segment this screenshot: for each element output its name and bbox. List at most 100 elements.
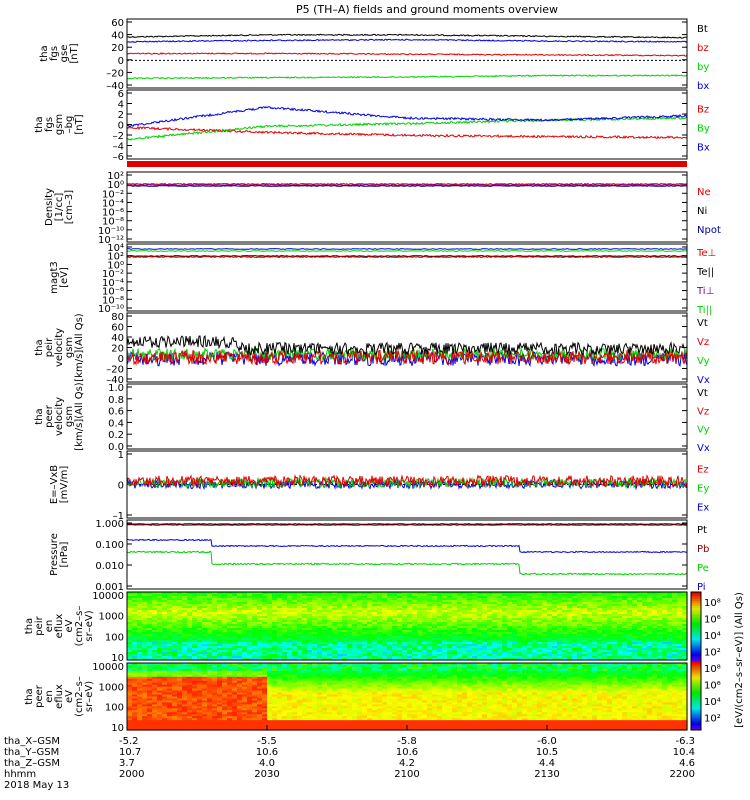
spectrogram-cell [437, 600, 443, 603]
spectrogram-cell [137, 620, 143, 623]
spectrogram-cell [342, 674, 348, 678]
spectrogram-cell [347, 638, 353, 641]
spectrogram-cell [472, 672, 478, 676]
spectrogram-cell [167, 676, 173, 680]
spectrogram-cell [622, 618, 628, 621]
spectrogram-cell [322, 648, 328, 651]
spectrogram-cell [467, 636, 473, 639]
spectrogram-cell [147, 664, 153, 668]
spectrogram-cell [362, 672, 368, 676]
spectrogram-cell [127, 676, 133, 680]
spectrogram-cell [532, 600, 538, 603]
spectrogram-cell [312, 606, 318, 609]
spectrogram-cell [242, 614, 248, 617]
spectrogram-cell [647, 634, 653, 637]
spectrogram-cell [492, 602, 498, 605]
spectrogram-cell [627, 648, 633, 651]
spectrogram-cell [572, 672, 578, 676]
spectrogram-cell [132, 594, 138, 597]
spectrogram-cell [287, 598, 293, 601]
spectrogram-cell [467, 650, 473, 653]
spectrogram-cell [297, 618, 303, 621]
spectrogram-cell [182, 602, 188, 605]
spectrogram-cell [602, 644, 608, 647]
spectrogram-cell [472, 634, 478, 637]
spectrogram-cell [257, 606, 263, 609]
spectrogram-cell [552, 674, 558, 678]
spectrogram-cell [182, 616, 188, 619]
spectrogram-cell [562, 592, 568, 595]
spectrogram-cell [532, 670, 538, 674]
spectrogram-cell [247, 663, 253, 666]
spectrogram-cell [682, 663, 688, 666]
spectrogram-cell [532, 626, 538, 629]
spectrogram-cell [232, 610, 238, 613]
spectrogram-cell [487, 650, 493, 653]
spectrogram-cell [542, 594, 548, 597]
spectrogram-cell [562, 598, 568, 601]
spectrogram-cell [592, 634, 598, 637]
spectrogram-cell [642, 646, 648, 649]
spectrogram-cell [567, 596, 573, 599]
spectrogram-cell [282, 638, 288, 641]
spectrogram-cell [552, 646, 558, 649]
spectrogram-cell [292, 644, 298, 647]
spectrogram-cell [422, 664, 428, 668]
y-axis-label: peer [44, 404, 55, 428]
spectrogram-cell [217, 674, 223, 678]
spectrogram-cell [172, 676, 178, 680]
spectrogram-cell [147, 620, 153, 623]
spectrogram-cell [522, 668, 528, 672]
spectrogram-cell [132, 614, 138, 617]
spectrogram-cell [492, 656, 498, 659]
spectrogram-cell [382, 618, 388, 621]
spectrogram-cell [342, 592, 348, 595]
spectrogram-cell [272, 604, 278, 607]
spectrogram-cell [257, 640, 263, 643]
spectrogram-cell [342, 626, 348, 629]
spectrogram-cell [227, 592, 233, 595]
spectrogram-cell [417, 666, 423, 670]
spectrogram-cell [217, 610, 223, 613]
spectrogram-cell [212, 620, 218, 623]
spectrogram-cell [647, 652, 653, 655]
spectrogram-cell [472, 612, 478, 615]
spectrogram-cell [622, 600, 628, 603]
spectrogram-cell [267, 606, 273, 609]
spectrogram-cell [167, 606, 173, 609]
spectrogram-cell [482, 618, 488, 621]
spectrogram-cell [232, 676, 238, 680]
spectrogram-cell [297, 668, 303, 672]
spectrogram-cell [442, 652, 448, 655]
spectrogram-cell [532, 602, 538, 605]
spectrogram-cell [132, 608, 138, 611]
spectrogram-cell [302, 602, 308, 605]
spectrogram-cell [202, 658, 208, 661]
spectrogram-cell [287, 640, 293, 643]
spectrogram-cell [137, 624, 143, 627]
y-tick-label: –4 [113, 142, 124, 153]
spectrogram-cell [502, 648, 508, 651]
spectrogram-cell [237, 632, 243, 635]
spectrogram-cell [197, 672, 203, 676]
spectrogram-cell [437, 598, 443, 601]
spectrogram-cell [507, 658, 513, 661]
spectrogram-cell [522, 634, 528, 637]
spectrogram-cell [372, 674, 378, 678]
spectrogram-cell [377, 632, 383, 635]
spectrogram-cell [147, 630, 153, 633]
spectrogram-cell [187, 618, 193, 621]
spectrogram-cell [162, 658, 168, 661]
spectrogram-cell [662, 592, 668, 595]
spectrogram-cell [377, 602, 383, 605]
spectrogram-cell [317, 648, 323, 651]
spectrogram-cell [567, 676, 573, 680]
spectrogram-cell [317, 612, 323, 615]
spectrogram-cell [607, 632, 613, 635]
spectrogram-cell [622, 628, 628, 631]
spectrogram-cell [297, 622, 303, 625]
spectrogram-cell [612, 640, 618, 643]
spectrogram-cell [682, 608, 688, 611]
spectrogram-cell [347, 656, 353, 659]
spectrogram-cell [417, 592, 423, 595]
